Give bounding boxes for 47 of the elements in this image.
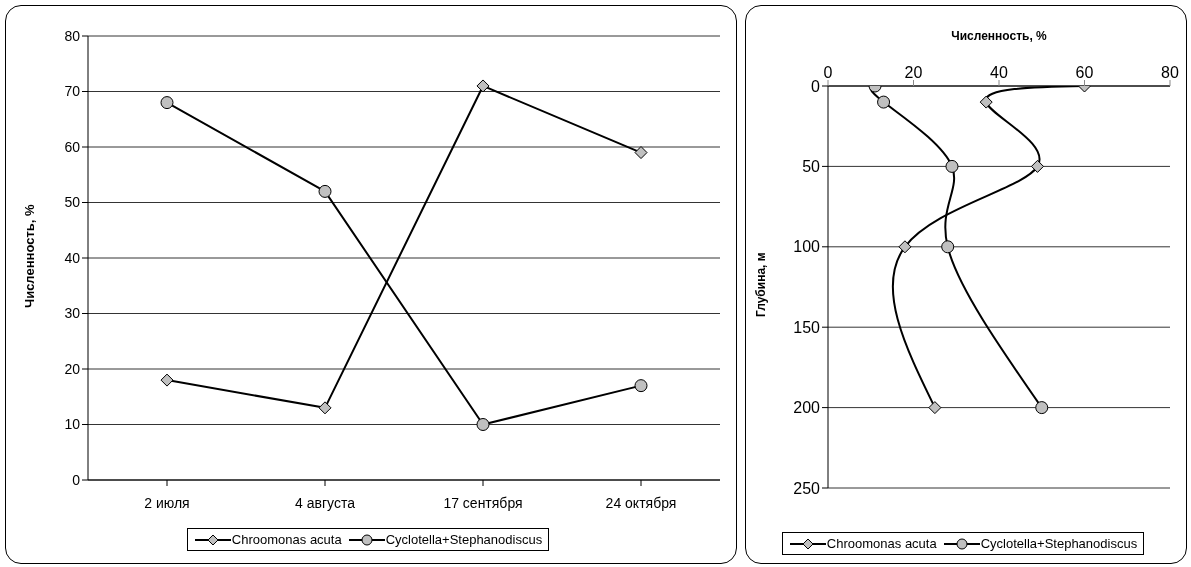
x-tick-label: 20: [904, 64, 923, 81]
y-tick-label: 0: [811, 77, 821, 95]
x-tick-label: 80: [1161, 64, 1179, 81]
y-tick-label: 250: [793, 479, 821, 497]
y-tick-label: 30: [64, 305, 81, 322]
legend-label: Chroomonas acuta: [826, 536, 937, 551]
legend-label: Cyclotella+Stephanodiscus: [385, 532, 543, 547]
point: [160, 96, 174, 110]
point: [476, 418, 490, 431]
y-tick-label: 0: [72, 471, 81, 488]
x-tick-label: 2 июля: [144, 494, 190, 511]
legend-label: Chroomonas acuta: [231, 532, 342, 547]
point: [318, 401, 332, 415]
legend-label: Cyclotella+Stephanodiscus: [980, 536, 1138, 551]
point: [1030, 159, 1044, 173]
y-axis-title: Глубина, м: [754, 252, 769, 317]
x-tick-label: 60: [1075, 64, 1094, 81]
y-tick-label: 50: [802, 158, 821, 176]
y-tick-label: 150: [793, 318, 821, 336]
x-tick-label: 0: [823, 64, 833, 81]
point: [945, 159, 959, 173]
x-tick-label: 24 октября: [605, 494, 677, 511]
y-tick-label: 100: [793, 238, 821, 256]
y-tick-label: 40: [64, 249, 81, 266]
point: [979, 95, 993, 109]
x-tick-label: 17 сентября: [443, 494, 523, 511]
y-tick-label: 60: [64, 138, 81, 155]
point: [634, 379, 648, 393]
point: [634, 146, 648, 160]
y-tick-label: 70: [64, 83, 81, 100]
y-tick-label: 80: [64, 27, 81, 44]
y-tick-label: 50: [64, 194, 81, 211]
point: [941, 240, 955, 254]
y-tick-label: 20: [64, 360, 81, 377]
point: [1035, 401, 1049, 415]
y-tick-label: 10: [64, 416, 81, 433]
point: [160, 373, 174, 387]
point: [877, 95, 891, 109]
x-tick-label: 40: [990, 64, 1008, 81]
point: [898, 240, 912, 254]
x-tick-label: 4 августа: [295, 494, 356, 511]
point: [928, 401, 942, 415]
y-axis-title: Численность, %: [21, 204, 37, 308]
point: [318, 184, 332, 198]
y-tick-label: 200: [793, 399, 821, 417]
point: [476, 79, 490, 93]
x-axis-title: Численность, %: [951, 28, 1048, 43]
